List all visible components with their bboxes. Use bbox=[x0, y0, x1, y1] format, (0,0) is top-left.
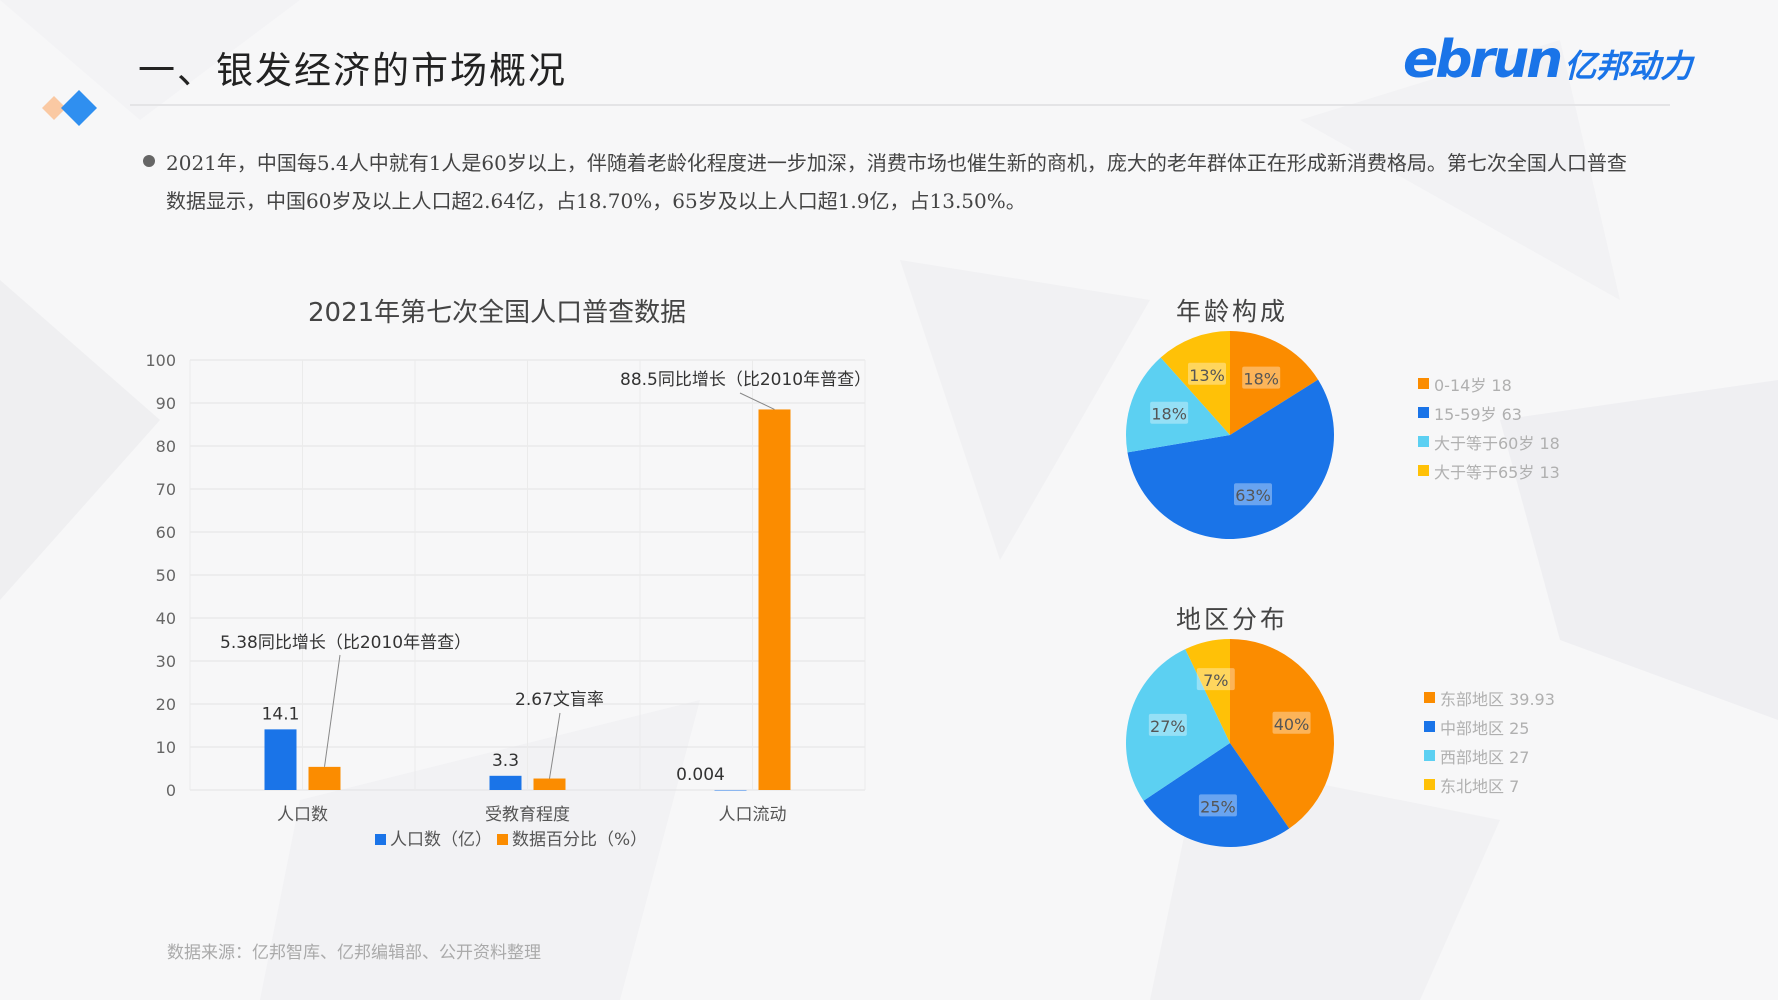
title-divider bbox=[130, 104, 1670, 106]
legend-label: 大于等于60岁 18 bbox=[1434, 433, 1560, 453]
region-pie-legend: 东部地区 39.93 中部地区 25 西部地区 27 东北地区 7 bbox=[1424, 683, 1555, 799]
legend-swatch bbox=[375, 834, 386, 845]
slice-label-bg bbox=[1188, 362, 1227, 385]
page-title: 一、银发经济的市场概况 bbox=[138, 49, 567, 92]
slice-label-bg bbox=[1196, 668, 1235, 691]
slice-label: 18% bbox=[1243, 370, 1279, 389]
legend-swatch bbox=[1424, 750, 1435, 761]
bar-percent bbox=[308, 766, 341, 790]
legend-swatch bbox=[1424, 779, 1435, 790]
legend-item: 大于等于65岁 13 bbox=[1418, 456, 1560, 485]
age-pie-legend: 0-14岁 18 15-59岁 63 大于等于60岁 18 大于等于65岁 13 bbox=[1418, 369, 1560, 485]
data-label: 14.1 bbox=[262, 704, 300, 724]
y-tick-label: 70 bbox=[156, 480, 176, 499]
annotation-label: 2.67文盲率 bbox=[515, 690, 604, 710]
slice-label-bg bbox=[1272, 711, 1311, 734]
y-tick-label: 80 bbox=[156, 437, 176, 456]
bar-population bbox=[264, 729, 297, 790]
y-tick-label: 50 bbox=[156, 566, 176, 585]
pie-slice bbox=[1230, 639, 1334, 829]
x-tick-label: 人口数 bbox=[277, 805, 328, 825]
bar-population bbox=[489, 775, 522, 790]
pie-slice bbox=[1127, 379, 1334, 539]
annotation-leader-line bbox=[739, 392, 775, 410]
legend-item: 0-14岁 18 bbox=[1418, 369, 1560, 398]
pie-slice bbox=[1126, 357, 1230, 453]
bullet-dot-icon bbox=[143, 155, 155, 167]
legend-item: 15-59岁 63 bbox=[1418, 398, 1560, 427]
bar-population bbox=[714, 789, 747, 791]
slice-label-bg bbox=[1242, 366, 1281, 389]
legend-label: 0-14岁 18 bbox=[1434, 375, 1512, 395]
data-label: 3.3 bbox=[492, 751, 519, 771]
logo-wordmark: ebrun bbox=[1403, 30, 1563, 90]
intro-paragraph: 2021年，中国每5.4人中就有1人是60岁以上，伴随着老龄化程度进一步加深，消… bbox=[166, 151, 1627, 213]
ebrun-logo: ebrun 亿邦动力 bbox=[1403, 30, 1692, 90]
y-tick-label: 60 bbox=[156, 523, 176, 542]
y-tick-label: 30 bbox=[156, 652, 176, 671]
legend-swatch bbox=[1418, 407, 1429, 418]
legend-swatch bbox=[1424, 721, 1435, 732]
legend-label: 中部地区 25 bbox=[1440, 718, 1530, 738]
legend-label: 数据百分比（%） bbox=[512, 830, 647, 850]
slice-label: 25% bbox=[1200, 797, 1236, 816]
pie-slice bbox=[1160, 331, 1230, 435]
y-tick-label: 10 bbox=[156, 738, 176, 757]
legend-item: 西部地区 27 bbox=[1424, 741, 1555, 770]
slice-label-bg bbox=[1150, 401, 1189, 424]
slice-label-bg bbox=[1148, 713, 1187, 736]
slice-label-bg bbox=[1233, 483, 1272, 506]
x-tick-label: 人口流动 bbox=[719, 805, 787, 825]
legend-item: 东北地区 7 bbox=[1424, 770, 1555, 799]
legend-label: 东部地区 39.93 bbox=[1440, 689, 1555, 709]
legend-item: 东部地区 39.93 bbox=[1424, 683, 1555, 712]
legend-swatch bbox=[1424, 692, 1435, 703]
annotation-leader-line bbox=[549, 712, 561, 779]
age-pie-title: 年龄构成 bbox=[1176, 297, 1289, 326]
legend-item: 大于等于60岁 18 bbox=[1418, 427, 1560, 456]
legend-label: 东北地区 7 bbox=[1440, 776, 1520, 796]
slice-label: 13% bbox=[1189, 366, 1225, 385]
legend-swatch bbox=[1418, 436, 1429, 447]
age-pie-chart: 18% 63% 18% 13% bbox=[1126, 331, 1334, 539]
data-label: 0.004 bbox=[676, 765, 725, 785]
slice-label: 27% bbox=[1150, 717, 1186, 736]
legend-label: 大于等于65岁 13 bbox=[1434, 462, 1560, 482]
x-tick-label: 受教育程度 bbox=[485, 805, 570, 825]
annotation-label: 5.38同比增长（比2010年普查） bbox=[220, 633, 471, 653]
pie-slice bbox=[1230, 331, 1319, 435]
pie-slice bbox=[1143, 743, 1290, 847]
y-tick-label: 20 bbox=[156, 695, 176, 714]
pie-slice bbox=[1185, 639, 1230, 743]
slice-label: 7% bbox=[1203, 671, 1228, 690]
legend-swatch bbox=[497, 834, 508, 845]
bar-percent bbox=[533, 778, 566, 790]
legend-label: 15-59岁 63 bbox=[1434, 404, 1522, 424]
legend-label: 人口数（亿） bbox=[390, 830, 492, 850]
slice-label: 40% bbox=[1274, 715, 1310, 734]
region-pie-chart: 40% 25% 27% 7% bbox=[1126, 639, 1334, 847]
y-tick-label: 100 bbox=[145, 351, 176, 370]
y-tick-label: 0 bbox=[166, 781, 176, 800]
region-pie-title: 地区分布 bbox=[1176, 605, 1289, 634]
data-source-note: 数据来源：亿邦智库、亿邦编辑部、公开资料整理 bbox=[167, 943, 541, 963]
bar-percent bbox=[758, 409, 791, 790]
annotation-label: 88.5同比增长（比2010年普查） bbox=[620, 370, 871, 390]
pie-slice bbox=[1126, 649, 1230, 801]
y-tick-label: 40 bbox=[156, 609, 176, 628]
bar-chart: 0 10 20 30 40 50 60 70 80 90 100 人口数 受教育程度 人口流动 14.1 3.… bbox=[145, 351, 871, 850]
slice-label-bg bbox=[1198, 794, 1237, 817]
title-diamond-icon bbox=[42, 90, 97, 126]
legend-label: 西部地区 27 bbox=[1440, 747, 1530, 767]
logo-chinese: 亿邦动力 bbox=[1564, 47, 1693, 85]
annotation-leader-line bbox=[324, 654, 341, 767]
legend-swatch bbox=[1418, 465, 1429, 476]
slice-label: 18% bbox=[1151, 405, 1187, 424]
legend-swatch bbox=[1418, 378, 1429, 389]
legend-item: 中部地区 25 bbox=[1424, 712, 1555, 741]
bar-chart-title: 2021年第七次全国人口普查数据 bbox=[308, 298, 687, 328]
y-tick-label: 90 bbox=[156, 394, 176, 413]
slice-label: 63% bbox=[1235, 486, 1271, 505]
